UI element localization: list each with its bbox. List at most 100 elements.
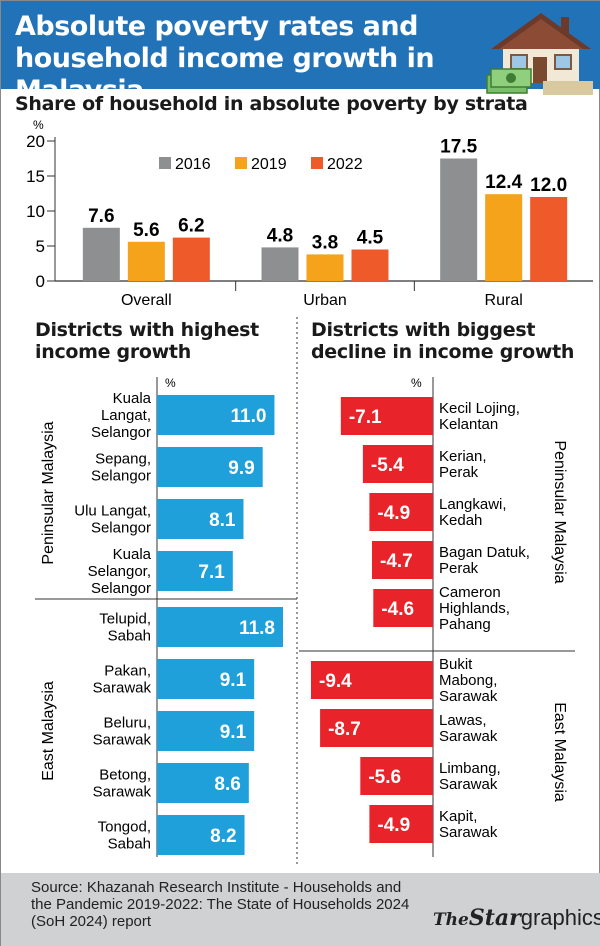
decline-bar-value: -9.4 [319, 671, 352, 692]
growth-bar [157, 763, 249, 803]
district-name-line: Selangor [91, 424, 151, 441]
district-name-line: Selangor [91, 468, 151, 485]
decline-bar-value: -4.7 [380, 551, 413, 572]
growth-bar-value: 8.2 [210, 826, 236, 847]
y-axis-unit: % [33, 118, 44, 132]
bar-urban-2022 [351, 249, 389, 281]
district-name-line: Kelantan [439, 416, 498, 433]
growth-section-title: Districts with highest income growth [35, 319, 259, 363]
y-tick-label: 0 [36, 272, 45, 291]
y-tick-label: 10 [26, 202, 45, 221]
decline-district-label: Kecil Lojing, Kelantan [439, 400, 520, 433]
district-name-line: Cameron [439, 584, 501, 601]
district-name-line: Pakan, [104, 663, 151, 680]
bar-overall-2019 [127, 241, 165, 281]
decline-bar-value: -4.9 [377, 503, 410, 524]
bar-urban-2019 [306, 254, 344, 281]
bar-rural-2019 [485, 194, 523, 281]
decline-bar [340, 397, 433, 435]
legend-label-2022: 2022 [327, 156, 363, 173]
district-name-line: Selangor, [88, 563, 151, 580]
district-name-line: Kedah [439, 512, 482, 529]
district-name-line: Pahang [439, 616, 491, 633]
growth-district-label: Betong, Sarawak [93, 767, 152, 801]
decline-district-label: Limbang, Sarawak [439, 760, 501, 793]
x-category-label: Urban [303, 292, 347, 309]
district-name-line: Sarawak [439, 728, 498, 745]
page-title: Absolute poverty rates and household inc… [15, 11, 435, 106]
growth-bar [157, 447, 263, 487]
decline-bar-value: -4.6 [381, 599, 414, 620]
footer: Source: Khazanah Research Institute - Ho… [1, 873, 600, 946]
growth-bar [157, 499, 244, 539]
growth-bar-value: 8.6 [214, 774, 240, 795]
growth-bar-value: 7.1 [198, 562, 225, 583]
growth-district-label: Pakan, Sarawak [93, 663, 152, 697]
district-name-line: Kuala [113, 390, 152, 407]
bar-overall-2016 [82, 227, 120, 281]
district-name-line: Bukit [439, 656, 473, 673]
decline-bar-value: -5.4 [371, 455, 404, 476]
logo-the: The [433, 910, 469, 930]
decline-bar-value: -7.1 [349, 407, 382, 428]
growth-region-label: Peninsular Malaysia [40, 421, 57, 564]
growth-bar [157, 711, 255, 751]
bar-urban-2016 [261, 247, 299, 281]
legend-label-2019: 2019 [251, 156, 287, 173]
growth-district-label: Beluru, Sarawak [93, 715, 152, 749]
district-name-line: Kerian, [439, 448, 487, 465]
growth-district-label: Telupid, Sabah [99, 611, 151, 645]
district-name-line: Highlands, [439, 600, 510, 617]
decline-bar-value: -4.9 [377, 815, 410, 836]
growth-bar [157, 395, 275, 435]
growth-bar [157, 551, 233, 591]
bar-value-label: 4.5 [357, 228, 384, 249]
decline-district-label: Bukit Mabong, Sarawak [439, 656, 498, 705]
growth-bar [157, 659, 255, 699]
district-name-line: Selangor [91, 580, 151, 597]
district-name-line: Sarawak [93, 680, 152, 697]
logo-star: Star [468, 905, 521, 931]
district-name-line: Sabah [108, 836, 151, 853]
bar-value-label: 3.8 [312, 232, 338, 253]
bar-value-label: 4.8 [267, 225, 293, 246]
decline-region-label: East Malaysia [551, 702, 568, 802]
decline-district-label: Cameron Highlands, Pahang [439, 584, 510, 633]
bar-value-label: 12.4 [485, 172, 522, 193]
legend-label-2016: 2016 [175, 156, 211, 173]
district-name-line: Limbang, [439, 760, 501, 777]
district-name-line: Perak [439, 464, 479, 481]
district-name-line: Betong, [99, 767, 151, 784]
decline-region-label: Peninsular Malaysia [551, 440, 568, 583]
growth-district-label: Ulu Langat, Selangor [74, 503, 151, 537]
y-tick-label: 5 [36, 237, 45, 256]
legend-swatch-2016 [159, 157, 171, 169]
district-name-line: Sarawak [93, 732, 152, 749]
decline-district-label: Bagan Datuk, Perak [439, 544, 530, 577]
legend-swatch-2019 [235, 157, 247, 169]
growth-bar-value: 11.8 [239, 618, 275, 639]
district-name-line: Tongod, [98, 819, 151, 836]
decline-unit-label: % [411, 376, 422, 390]
district-name-line: Selangor [91, 520, 151, 537]
district-name-line: Beluru, [103, 715, 151, 732]
growth-district-label: Tongod, Sabah [98, 819, 151, 853]
bar-rural-2016 [440, 158, 478, 281]
x-category-label: Overall [121, 292, 172, 309]
growth-bar-value: 9.1 [220, 722, 247, 743]
growth-unit-label: % [165, 376, 176, 390]
star-graphics-logo: TheStargraphics [433, 905, 600, 931]
decline-bar-value: -5.6 [368, 767, 401, 788]
growth-region-label: East Malaysia [40, 681, 57, 781]
growth-bar [157, 815, 245, 855]
bar-value-label: 12.0 [530, 175, 567, 196]
y-tick-label: 15 [26, 167, 45, 186]
bar-value-label: 17.5 [440, 137, 477, 158]
decline-district-label: Langkawi, Kedah [439, 496, 507, 529]
district-name-line: Kecil Lojing, [439, 400, 520, 417]
house-money-icon [486, 13, 593, 95]
decline-district-label: Kapit, Sarawak [439, 808, 498, 841]
decline-bar [372, 541, 433, 579]
poverty-chart-title: Share of household in absolute poverty b… [15, 93, 528, 115]
